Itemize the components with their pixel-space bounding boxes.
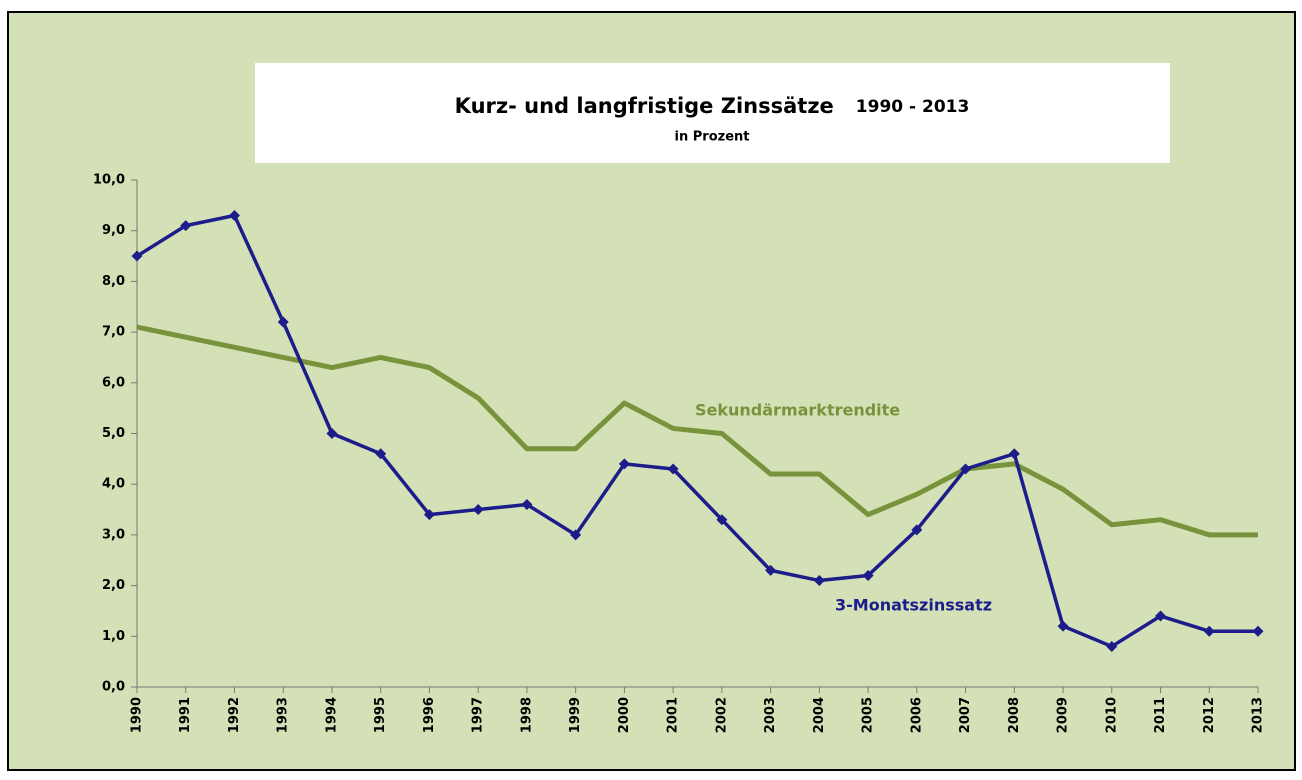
data-point	[1252, 625, 1264, 637]
data-point	[521, 498, 533, 510]
y-tick-label: 1,0	[102, 629, 125, 644]
y-tick-label: 4,0	[102, 477, 125, 492]
data-point	[1106, 640, 1118, 652]
data-point	[667, 463, 679, 475]
title-box	[255, 63, 1170, 163]
data-point	[960, 463, 972, 475]
y-tick-label: 3,0	[102, 527, 125, 542]
chart-title-period: 1990 - 2013	[856, 97, 970, 117]
chart-title-group: Kurz- und langfristige Zinssätze 1990 - 2…	[455, 94, 970, 118]
series-label: 3-Monatszinssatz	[835, 596, 992, 615]
series-label: Sekundärmarktrendite	[695, 401, 900, 420]
data-point	[1155, 610, 1167, 622]
data-point	[862, 569, 874, 581]
data-point	[228, 209, 240, 221]
y-tick-label: 9,0	[102, 223, 125, 238]
x-tick-label: 2009	[1056, 697, 1071, 733]
x-tick-label: 1998	[519, 697, 534, 733]
data-point	[1203, 625, 1215, 637]
y-tick-label: 10,0	[93, 173, 125, 188]
x-tick-label: 2004	[812, 697, 827, 733]
data-point	[765, 564, 777, 576]
x-tick-label: 1996	[422, 697, 437, 733]
y-tick-label: 2,0	[102, 578, 125, 593]
y-tick-label: 0,0	[102, 680, 125, 695]
y-tick-label: 5,0	[102, 426, 125, 441]
x-tick-label: 2005	[861, 697, 876, 733]
data-point	[375, 448, 387, 460]
y-tick-label: 8,0	[102, 274, 125, 289]
data-point	[326, 428, 338, 439]
data-point	[472, 504, 484, 516]
series-line	[136, 213, 1258, 649]
x-tick-label: 2002	[714, 697, 729, 733]
chart-subtitle: in Prozent	[675, 130, 750, 145]
data-point	[277, 316, 289, 328]
x-tick-label: 2007	[958, 697, 973, 733]
y-tick-label: 6,0	[102, 375, 125, 390]
data-point	[423, 509, 435, 521]
x-tick-label: 1995	[373, 697, 388, 733]
data-point	[813, 575, 825, 587]
data-point	[911, 524, 923, 536]
data-point	[570, 529, 582, 541]
data-point	[131, 250, 143, 262]
data-point	[180, 220, 192, 232]
x-tick-label: 1992	[227, 697, 242, 733]
x-tick-label: 2006	[909, 697, 924, 733]
x-tick-label: 2012	[1202, 697, 1217, 733]
x-tick-label: 2003	[763, 697, 778, 733]
x-tick-label: 1999	[568, 697, 583, 733]
x-tick-label: 1990	[130, 697, 145, 733]
data-point	[1008, 448, 1020, 460]
x-tick-label: 1993	[276, 697, 291, 733]
data-point	[618, 458, 630, 470]
y-tick-label: 7,0	[102, 325, 125, 340]
x-tick-label: 2013	[1251, 697, 1266, 733]
x-tick-label: 2000	[617, 697, 632, 733]
series-line	[136, 324, 1258, 538]
data-point	[1057, 620, 1069, 632]
x-tick-label: 1997	[471, 697, 486, 733]
x-tick-label: 2008	[1007, 697, 1022, 733]
data-point	[716, 514, 728, 526]
x-tick-label: 2001	[666, 697, 681, 733]
x-tick-label: 2010	[1104, 697, 1119, 733]
chart-title: Kurz- und langfristige Zinssätze	[455, 94, 834, 118]
x-tick-label: 1994	[324, 697, 339, 733]
x-tick-label: 2011	[1153, 697, 1168, 733]
x-tick-label: 1991	[178, 697, 193, 733]
